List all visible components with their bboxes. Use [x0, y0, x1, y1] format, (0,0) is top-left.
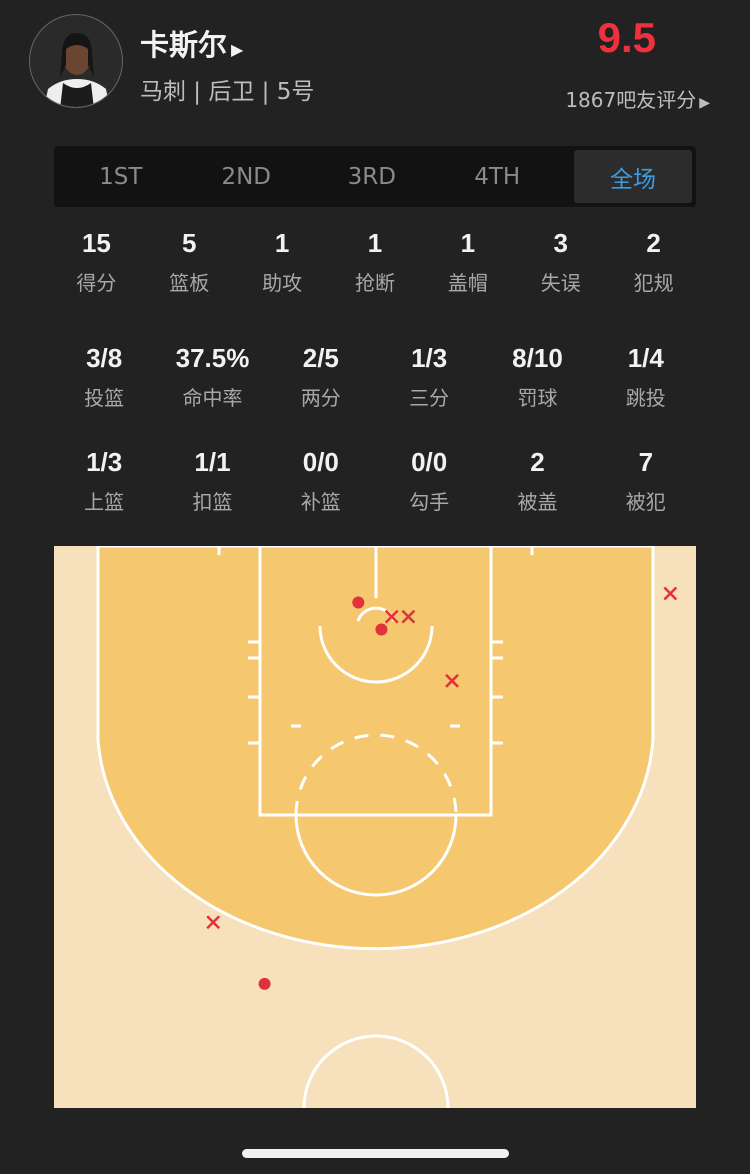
- stat-value: 0/0: [411, 447, 448, 477]
- made-shot-marker: [375, 623, 388, 636]
- fan-rating-count: 1867吧友评分: [565, 88, 697, 112]
- stat-value: 2/5: [302, 343, 339, 373]
- stat-item: 1 盖帽: [421, 228, 514, 296]
- stat-value: 3/8: [86, 343, 123, 373]
- stat-item: 7 被犯: [592, 447, 700, 515]
- stat-value: 1/4: [627, 343, 664, 373]
- stat-label: 三分: [409, 386, 450, 410]
- missed-shot-marker: [445, 673, 459, 688]
- stat-item: 3/8 投篮: [50, 343, 158, 411]
- tab-1st[interactable]: 1ST: [99, 163, 143, 190]
- stats-row-basic: 15 得分 5 篮板 1 助攻 1 抢断 1 盖帽 3 失误 2 犯规: [50, 228, 700, 296]
- player-avatar[interactable]: [29, 14, 123, 108]
- stat-label: 失误: [540, 271, 581, 295]
- stat-label: 篮板: [169, 271, 210, 295]
- stats-row-shot-types: 1/3 上篮 1/1 扣篮 0/0 补篮 0/0 勾手 2 被盖 7 被犯: [50, 447, 700, 515]
- stat-value: 1/3: [411, 343, 448, 373]
- shot-chart: [54, 546, 696, 1108]
- stat-value: 1/1: [194, 447, 231, 477]
- tab-3rd[interactable]: 3RD: [347, 163, 396, 190]
- fan-rating-link[interactable]: 1867吧友评分 ▶: [565, 84, 710, 113]
- stat-label: 罚球: [517, 386, 558, 410]
- stat-label: 助攻: [262, 271, 303, 295]
- stat-label: 得分: [76, 271, 117, 295]
- stat-value: 1: [460, 228, 476, 258]
- stat-label: 两分: [300, 386, 341, 410]
- home-indicator[interactable]: [242, 1149, 509, 1158]
- stat-value: 1/3: [86, 447, 123, 477]
- stat-label: 抢断: [355, 271, 395, 295]
- player-info: 马刺 | 后卫 | 5号: [140, 79, 315, 105]
- stat-label: 扣篮: [192, 490, 233, 514]
- stat-label: 犯规: [633, 271, 674, 295]
- player-rating: 9.5: [597, 14, 656, 61]
- stat-value: 37.5%: [175, 343, 250, 373]
- stat-label: 跳投: [625, 386, 666, 410]
- stat-label: 命中率: [182, 386, 243, 410]
- stat-item: 2 犯规: [607, 228, 700, 296]
- stat-item: 2/5 两分: [267, 343, 375, 411]
- stat-item: 3 失误: [514, 228, 607, 296]
- stats-row-shooting: 3/8 投篮 37.5% 命中率 2/5 两分 1/3 三分 8/10 罚球 1/4 跳投: [50, 343, 700, 411]
- stat-item: 1/3 上篮: [50, 447, 158, 515]
- stat-label: 补篮: [300, 490, 341, 514]
- stat-item: 1/1 扣篮: [158, 447, 266, 515]
- stat-label: 勾手: [409, 490, 450, 514]
- stat-item: 1/4 跳投: [592, 343, 700, 411]
- stat-value: 2: [530, 447, 545, 477]
- stat-value: 0/0: [302, 447, 339, 477]
- stat-label: 上篮: [84, 490, 125, 514]
- stat-item: 37.5% 命中率: [158, 343, 266, 411]
- lane-arc: [318, 625, 434, 684]
- stat-label: 盖帽: [447, 271, 488, 295]
- stat-label: 被犯: [625, 490, 666, 514]
- tab-full-game[interactable]: 全场: [574, 150, 692, 203]
- stat-value: 3: [553, 228, 568, 258]
- stat-value: 2: [646, 228, 661, 258]
- center-circle: [302, 1034, 450, 1108]
- player-photo-icon: [44, 33, 110, 107]
- stat-item: 1 助攻: [236, 228, 329, 296]
- period-tabs: 1ST 2ND 3RD 4TH 全场: [54, 146, 696, 207]
- stat-value: 5: [182, 228, 197, 258]
- made-shot-marker: [258, 977, 271, 990]
- stat-item: 5 篮板: [143, 228, 236, 296]
- stat-value: 1: [367, 228, 383, 258]
- stat-item: 1 抢断: [329, 228, 422, 296]
- stat-label: 被盖: [517, 490, 558, 514]
- stat-item: 2 被盖: [483, 447, 591, 515]
- play-arrow-icon: ▶: [231, 40, 244, 59]
- missed-shot-marker: [663, 586, 678, 601]
- stat-value: 15: [81, 228, 111, 258]
- paint: [258, 546, 493, 817]
- stat-item: 1/3 三分: [375, 343, 483, 411]
- stat-value: 8/10: [512, 343, 563, 373]
- missed-shot-marker: [384, 609, 399, 624]
- stat-item: 8/10 罚球: [483, 343, 591, 411]
- play-arrow-icon: ▶: [699, 95, 710, 111]
- stat-item: 0/0 补篮: [267, 447, 375, 515]
- tab-4th[interactable]: 4TH: [474, 163, 521, 190]
- stat-label: 投篮: [84, 386, 125, 410]
- free-throw-circle-upper: [294, 733, 458, 816]
- player-name: 卡斯尔: [140, 28, 228, 62]
- missed-shot-marker: [206, 915, 221, 930]
- made-shot-marker: [352, 596, 365, 609]
- tab-2nd[interactable]: 2ND: [221, 163, 272, 190]
- stat-item: 0/0 勾手: [375, 447, 483, 515]
- player-name-link[interactable]: 卡斯尔 ▶: [140, 22, 243, 64]
- free-throw-circle-lower: [294, 814, 458, 897]
- three-point-line: [96, 546, 655, 951]
- stat-value: 1: [274, 228, 290, 258]
- missed-shot-marker: [401, 609, 416, 624]
- stat-value: 7: [638, 447, 654, 477]
- stat-item: 15 得分: [50, 228, 143, 296]
